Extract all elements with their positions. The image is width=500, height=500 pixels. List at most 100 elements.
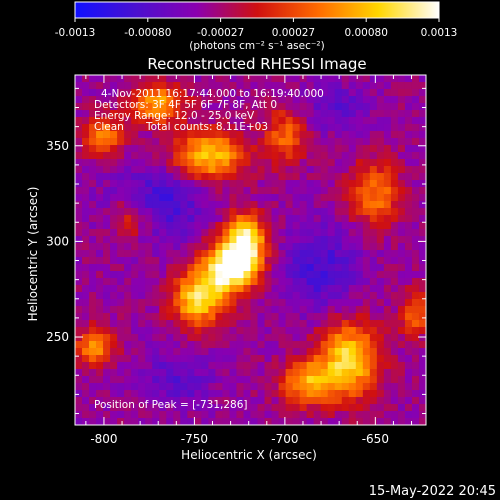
heatmap-pixel — [75, 187, 83, 195]
colorbar-tick-label: -0.0013 — [55, 27, 96, 39]
heatmap-pixel — [278, 229, 286, 237]
heatmap-pixel — [313, 250, 321, 258]
heatmap-pixel — [390, 145, 399, 153]
heatmap-pixel — [334, 418, 343, 426]
heatmap-pixel — [418, 383, 427, 391]
heatmap-pixel — [187, 341, 195, 349]
heatmap-pixel — [313, 236, 321, 244]
heatmap-pixel — [334, 103, 343, 111]
heatmap-pixel — [215, 397, 223, 405]
heatmap-pixel — [201, 341, 209, 349]
heatmap-pixel — [369, 334, 378, 342]
heatmap-pixel — [152, 208, 160, 216]
heatmap-pixel — [145, 82, 153, 90]
heatmap-pixel — [369, 89, 378, 97]
heatmap-pixel — [334, 411, 343, 419]
heatmap-pixel — [124, 124, 132, 132]
heatmap-pixel — [355, 313, 364, 321]
heatmap-pixel — [117, 313, 125, 321]
heatmap-pixel — [376, 271, 385, 279]
heatmap-pixel — [110, 334, 118, 342]
heatmap-pixel — [334, 404, 343, 412]
heatmap-pixel — [131, 250, 139, 258]
heatmap-pixel — [264, 194, 272, 202]
heatmap-pixel — [362, 376, 371, 384]
heatmap-pixel — [250, 271, 258, 279]
heatmap-pixel — [250, 110, 258, 118]
heatmap-pixel — [159, 82, 167, 90]
heatmap-pixel — [285, 138, 293, 146]
heatmap-pixel — [194, 313, 202, 321]
heatmap-pixel — [411, 299, 420, 307]
heatmap-pixel — [201, 369, 209, 377]
heatmap-pixel — [348, 411, 357, 419]
heatmap-pixel — [285, 229, 293, 237]
heatmap-pixel — [271, 320, 279, 328]
heatmap-pixel — [208, 103, 216, 111]
heatmap-pixel — [271, 264, 279, 272]
heatmap-pixel — [299, 215, 307, 223]
heatmap-pixel — [173, 376, 181, 384]
heatmap-pixel — [327, 383, 336, 391]
heatmap-pixel — [348, 131, 357, 139]
heatmap-pixel — [292, 397, 300, 405]
heatmap-pixel — [278, 201, 286, 209]
heatmap-pixel — [334, 369, 343, 377]
heatmap-pixel — [208, 313, 216, 321]
heatmap-pixel — [376, 145, 385, 153]
heatmap-pixel — [145, 117, 153, 125]
heatmap-pixel — [173, 383, 181, 391]
heatmap-pixel — [334, 215, 343, 223]
heatmap-pixel — [292, 348, 300, 356]
heatmap-pixel — [89, 103, 97, 111]
heatmap-pixel — [194, 355, 202, 363]
heatmap-pixel — [194, 82, 202, 90]
heatmap-pixel — [355, 362, 364, 370]
heatmap-pixel — [250, 124, 258, 132]
heatmap-pixel — [355, 187, 364, 195]
heatmap-pixel — [264, 187, 272, 195]
heatmap-pixel — [355, 327, 364, 335]
heatmap-pixel — [201, 201, 209, 209]
heatmap-pixel — [110, 404, 118, 412]
heatmap-pixel — [383, 110, 392, 118]
heatmap-pixel — [236, 75, 244, 83]
heatmap-pixel — [180, 236, 188, 244]
heatmap-pixel — [89, 278, 97, 286]
heatmap-pixel — [404, 320, 413, 328]
heatmap-pixel — [257, 341, 265, 349]
heatmap-pixel — [131, 341, 139, 349]
heatmap-pixel — [124, 166, 132, 174]
heatmap-pixel — [327, 278, 336, 286]
heatmap-pixel — [117, 327, 125, 335]
heatmap-pixel — [215, 243, 223, 251]
heatmap-pixel — [383, 159, 392, 167]
heatmap-pixel — [131, 271, 139, 279]
heatmap-pixel — [194, 159, 202, 167]
heatmap-pixel — [236, 201, 244, 209]
heatmap-pixel — [243, 334, 251, 342]
heatmap-pixel — [145, 159, 153, 167]
heatmap-pixel — [180, 362, 188, 370]
heatmap-pixel — [292, 89, 300, 97]
heatmap-pixel — [369, 376, 378, 384]
heatmap-pixel — [299, 152, 307, 160]
heatmap-pixel — [404, 418, 413, 426]
heatmap-pixel — [159, 250, 167, 258]
heatmap-pixel — [285, 411, 293, 419]
heatmap-pixel — [187, 166, 195, 174]
heatmap-pixel — [299, 131, 307, 139]
heatmap-pixel — [124, 390, 132, 398]
heatmap-pixel — [362, 299, 371, 307]
heatmap-pixel — [215, 208, 223, 216]
heatmap-pixel — [383, 89, 392, 97]
heatmap-pixel — [334, 299, 343, 307]
heatmap-pixel — [138, 103, 146, 111]
heatmap-pixel — [145, 173, 153, 181]
heatmap-pixel — [131, 194, 139, 202]
heatmap-pixel — [376, 397, 385, 405]
heatmap-pixel — [292, 166, 300, 174]
heatmap-pixel — [404, 390, 413, 398]
heatmap-pixel — [355, 257, 364, 265]
heatmap-pixel — [138, 299, 146, 307]
